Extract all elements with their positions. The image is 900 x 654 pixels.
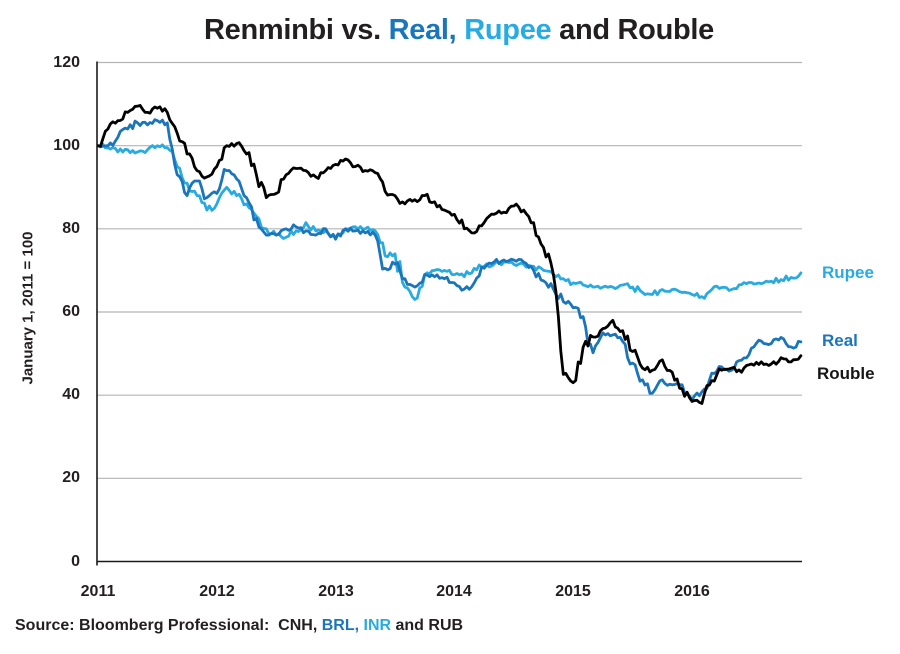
series-line-rouble [96,104,803,405]
y-tick-label-20: 20 [62,469,80,486]
source-text-tail: and RUB [391,617,464,634]
x-tick-label-2014: 2014 [436,583,472,600]
series-label-real: Real [822,331,858,350]
y-tick-label-100: 100 [53,137,80,154]
y-tick-label-120: 120 [53,54,80,71]
series-label-rupee: Rupee [822,263,874,282]
source-inr-code: INR [363,617,392,634]
title-real-text: Real, [388,14,457,46]
y-tick-label-80: 80 [62,220,80,237]
chart-title: Renminbi vs. Real, Rupee and Rouble [0,14,900,47]
y-tick-label-60: 60 [62,303,80,320]
y-tick-label-0: 0 [71,553,80,570]
y-tick-label-40: 40 [62,386,80,403]
x-tick-label-2015: 2015 [555,583,591,600]
source-text-lead: Source: Bloomberg Professional: CNH, [15,617,322,634]
x-tick-label-2013: 2013 [318,583,354,600]
source-note: Source: Bloomberg Professional: CNH, BRL… [15,617,463,635]
title-rouble-text: and Rouble [551,14,715,46]
series-line-rupee [96,142,803,301]
x-tick-label-2011: 2011 [80,583,116,600]
x-tick-label-2012: 2012 [199,583,235,600]
title-rupee-text: Rupee [464,14,552,46]
series-line-real [96,118,803,402]
x-tick-label-2016: 2016 [674,583,710,600]
title-renminbi-text: Renminbi vs. [203,14,389,46]
series-label-rouble: Rouble [817,364,875,383]
source-brl-code: BRL, [321,617,360,634]
